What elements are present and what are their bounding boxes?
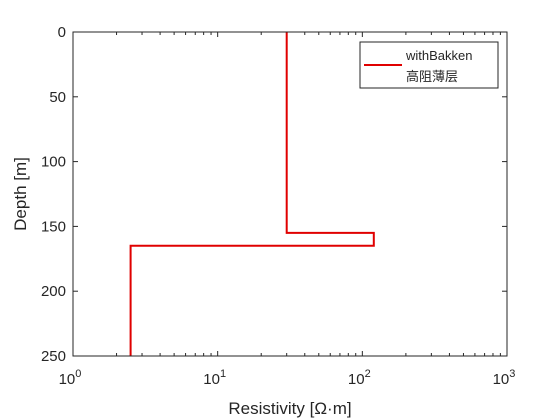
- y-tick-label: 250: [41, 348, 66, 365]
- x-axis-label: Resistivity [Ω·m]: [228, 399, 351, 418]
- y-tick-label: 200: [41, 283, 66, 300]
- legend-entry-label: withBakken: [405, 48, 472, 63]
- series-layer: [129, 32, 375, 356]
- y-tick-label: 100: [41, 154, 66, 171]
- y-tick-label: 150: [41, 218, 66, 235]
- legend: withBakken 高阻薄层: [359, 41, 499, 89]
- legend-entry-subtitle: 高阻薄层: [406, 69, 458, 84]
- axes-box: [72, 31, 508, 357]
- x-tick-label: 102: [348, 368, 371, 388]
- y-tick-label: 50: [49, 89, 66, 106]
- y-tick-label: 0: [58, 24, 66, 41]
- series-line-withbakken: [129, 32, 375, 356]
- x-tick-label: 101: [203, 368, 226, 388]
- ticks-layer: 0 50 100 150 200 250 100 101 102 103: [41, 24, 515, 388]
- y-axis-label: Depth [m]: [11, 157, 30, 231]
- x-tick-label: 103: [493, 368, 516, 388]
- x-tick-label: 100: [59, 368, 82, 388]
